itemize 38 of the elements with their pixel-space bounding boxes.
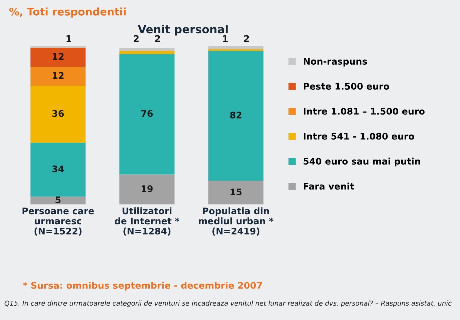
legend-label: Intre 1.081 – 1.500 euro <box>304 108 425 115</box>
bar <box>208 46 264 50</box>
legend-label: Non-raspuns <box>304 58 368 67</box>
bar <box>120 54 175 175</box>
bar <box>30 48 86 67</box>
bar <box>120 51 175 54</box>
chart-subtitle: %, Toti respondentii <box>10 8 126 18</box>
data-label: 5 <box>56 196 61 204</box>
data-label: 2 <box>244 35 250 42</box>
legend-label: 540 euro sau mai putin <box>304 158 420 167</box>
data-label: 12 <box>53 53 64 60</box>
bar <box>30 196 86 205</box>
bar <box>208 51 264 182</box>
x-tick-label: Populatia din mediul urban * (N=2419) <box>199 208 274 236</box>
data-label: 15 <box>230 188 242 196</box>
chart-title: Venit personal <box>138 25 228 36</box>
x-tick-label: Utilizatori de Internet * (N=1284) <box>115 208 180 236</box>
legend-label: Intre 541 - 1.080 euro <box>304 133 414 140</box>
data-label: 2 <box>134 35 139 42</box>
legend-label: Fara venit <box>304 182 354 190</box>
data-label: 82 <box>230 112 242 119</box>
bar <box>30 66 86 86</box>
data-label: 1 <box>66 36 72 42</box>
bar <box>120 48 175 52</box>
bar <box>30 86 86 144</box>
legend-label: Peste 1.500 euro <box>304 83 390 90</box>
data-label: 19 <box>142 186 153 192</box>
data-label: 2 <box>155 35 160 42</box>
bar <box>30 143 86 197</box>
data-label: 76 <box>142 110 153 118</box>
text: * Sursa: omnibus septembrie - decembrie 2007 <box>23 282 262 291</box>
data-label: 34 <box>52 166 64 173</box>
x-tick-label: Persoane care urmaresc (N=1522) <box>22 208 94 236</box>
data-label: 12 <box>53 72 64 79</box>
data-label: 36 <box>52 110 64 118</box>
data-label: 1 <box>223 36 228 42</box>
bar <box>208 181 264 205</box>
bar <box>120 174 175 205</box>
